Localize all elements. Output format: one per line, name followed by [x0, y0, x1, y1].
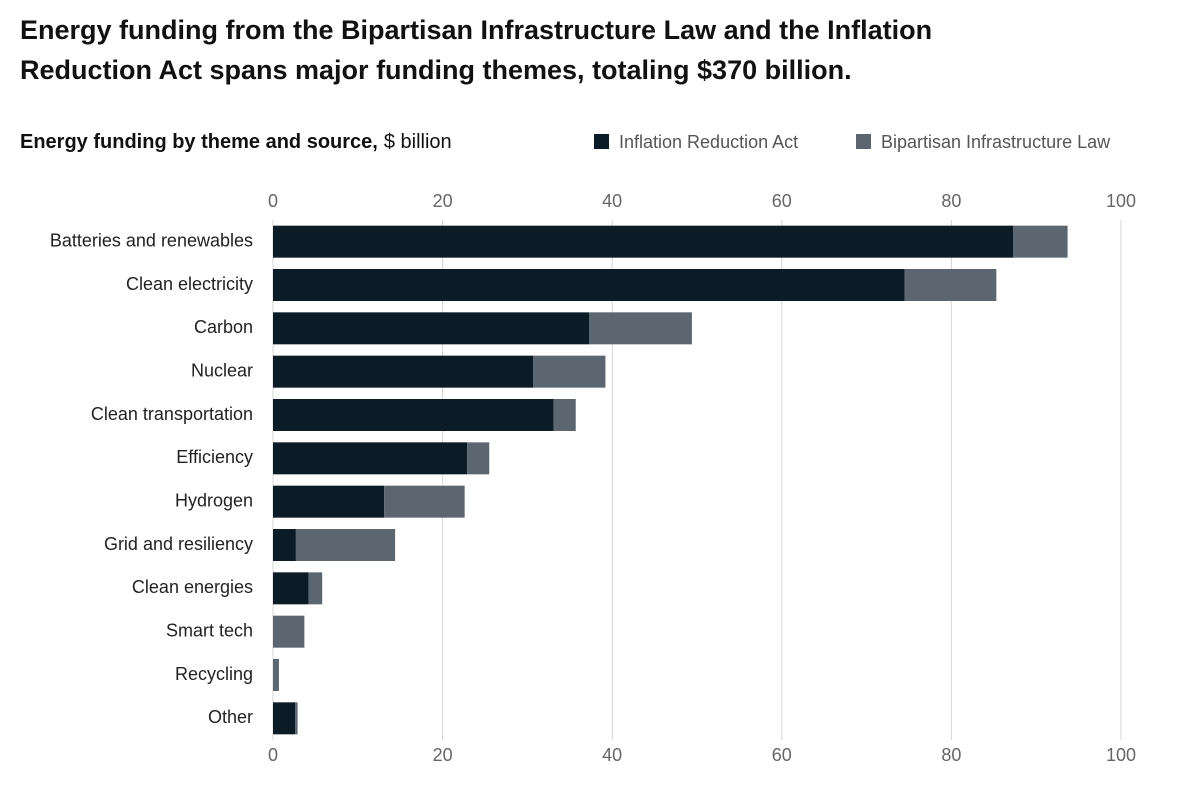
x-tick-label-top: 40 — [602, 191, 622, 211]
x-tick-label-bottom: 60 — [772, 745, 792, 765]
chart-title-line1: Energy funding from the Bipartisan Infra… — [20, 15, 932, 45]
category-label: Smart tech — [166, 620, 253, 640]
legend-swatch — [594, 134, 609, 149]
category-label: Nuclear — [191, 360, 253, 380]
category-label: Grid and resiliency — [104, 534, 253, 554]
bar-segment — [308, 572, 323, 605]
x-tick-label-top: 80 — [941, 191, 961, 211]
bar-segment — [273, 399, 554, 431]
bar-segment — [273, 485, 385, 518]
category-label: Efficiency — [176, 447, 253, 467]
category-label: Clean transportation — [91, 404, 253, 424]
subtitle: Energy funding by theme and source, $ bil… — [20, 131, 452, 153]
bar-segment — [904, 269, 997, 301]
chart-title-line2: Reduction Act spans major funding themes… — [20, 55, 852, 85]
bar-segment — [273, 572, 309, 605]
x-tick-label-bottom: 0 — [268, 745, 278, 765]
x-tick-label-top: 60 — [772, 191, 792, 211]
bar-segment — [273, 702, 296, 735]
category-label: Other — [208, 707, 253, 727]
category-label: Clean electricity — [126, 274, 253, 294]
category-label: Clean energies — [132, 577, 253, 597]
bar-segment — [273, 442, 468, 475]
x-tick-label-bottom: 20 — [433, 745, 453, 765]
bar-segment — [384, 485, 465, 518]
bar-segment — [273, 225, 1014, 258]
category-label: Recycling — [175, 664, 253, 684]
subtitle-text: Energy funding by theme and source, — [20, 131, 378, 153]
x-tick-label-bottom: 40 — [602, 745, 622, 765]
bar-segment — [273, 312, 590, 345]
bar-segment — [533, 355, 606, 388]
bar-segment — [589, 312, 692, 345]
bar-segment — [273, 355, 534, 388]
legend-label: Bipartisan Infrastructure Law — [881, 132, 1111, 152]
bar-segment — [273, 529, 296, 561]
legend-swatch — [856, 134, 871, 149]
bar-segment — [273, 269, 905, 301]
bar-segment — [553, 399, 576, 431]
bar-segment — [273, 659, 279, 691]
category-label: Batteries and renewables — [50, 230, 253, 250]
x-tick-label-bottom: 100 — [1106, 745, 1136, 765]
bar-segment — [1013, 225, 1068, 258]
bar-segment — [273, 615, 305, 648]
bar-segment — [295, 529, 396, 561]
unit-label: $ billion — [384, 131, 452, 153]
legend-label: Inflation Reduction Act — [619, 132, 798, 152]
bar-segment — [295, 702, 298, 735]
x-tick-label-top: 0 — [268, 191, 278, 211]
x-tick-label-top: 100 — [1106, 191, 1136, 211]
x-tick-label-bottom: 80 — [941, 745, 961, 765]
category-label: Hydrogen — [175, 490, 253, 510]
category-label: Carbon — [194, 317, 253, 337]
x-tick-label-top: 20 — [433, 191, 453, 211]
bar-segment — [467, 442, 490, 475]
